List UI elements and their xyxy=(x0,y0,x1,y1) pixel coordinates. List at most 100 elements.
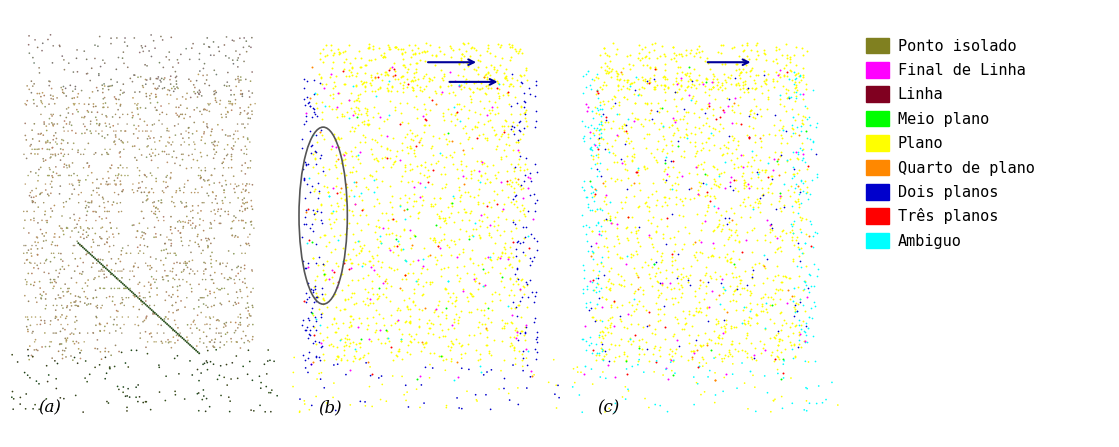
Point xyxy=(596,66,614,73)
Point xyxy=(201,219,219,226)
Point xyxy=(658,202,676,209)
Point xyxy=(22,78,40,85)
Point xyxy=(618,129,636,136)
Point xyxy=(660,194,678,201)
Point xyxy=(640,308,658,315)
Point xyxy=(404,298,422,305)
Point xyxy=(37,302,55,309)
Point xyxy=(199,100,217,107)
Point xyxy=(25,264,43,271)
Point xyxy=(735,80,753,88)
Point xyxy=(151,59,169,66)
Point xyxy=(782,342,800,349)
Point xyxy=(600,97,618,104)
Point xyxy=(501,177,519,184)
Point xyxy=(696,388,714,396)
Point xyxy=(388,318,406,325)
Point xyxy=(667,116,685,123)
Point xyxy=(393,147,411,154)
Point xyxy=(380,231,398,238)
Point xyxy=(478,326,496,333)
Point xyxy=(141,330,159,337)
Point xyxy=(314,336,332,343)
Point xyxy=(37,181,55,188)
Point xyxy=(69,177,87,184)
Point xyxy=(668,272,686,279)
Point xyxy=(587,86,605,93)
Point xyxy=(640,404,658,411)
Point xyxy=(723,72,741,79)
Point xyxy=(706,339,724,346)
Point xyxy=(742,308,760,315)
Point xyxy=(92,63,110,70)
Point xyxy=(208,200,226,207)
Point xyxy=(471,58,489,65)
Point xyxy=(709,171,727,178)
Point xyxy=(509,384,527,392)
Point xyxy=(312,151,330,158)
Point xyxy=(157,254,175,261)
Point xyxy=(472,369,490,376)
Point xyxy=(451,194,469,201)
Point xyxy=(363,150,380,157)
Point xyxy=(115,302,133,309)
Point xyxy=(790,72,808,80)
Point xyxy=(224,146,242,153)
Point xyxy=(506,188,524,195)
Point xyxy=(18,249,36,257)
Point xyxy=(778,51,796,59)
Point xyxy=(609,71,627,78)
Point xyxy=(492,249,510,256)
Point xyxy=(226,329,244,336)
Point xyxy=(688,76,706,83)
Point xyxy=(237,48,255,55)
Point xyxy=(551,394,568,401)
Point xyxy=(589,106,606,113)
Point xyxy=(376,118,394,125)
Point xyxy=(189,267,207,274)
Point xyxy=(772,247,790,254)
Point xyxy=(374,224,392,231)
Point xyxy=(478,202,496,210)
Point xyxy=(513,181,530,189)
Point xyxy=(109,200,126,207)
Point xyxy=(229,73,247,80)
Point xyxy=(793,116,811,123)
Point xyxy=(44,279,62,286)
Point xyxy=(591,333,609,341)
Point xyxy=(473,160,491,167)
Point xyxy=(621,81,639,88)
Point xyxy=(354,205,372,212)
Point xyxy=(402,305,420,312)
Point xyxy=(771,73,789,80)
Point xyxy=(583,366,601,373)
Point xyxy=(44,93,62,100)
Point xyxy=(44,238,62,245)
Point xyxy=(737,86,755,93)
Point xyxy=(192,370,210,377)
Point xyxy=(439,278,457,285)
Point xyxy=(586,160,604,168)
Point xyxy=(527,107,545,114)
Point xyxy=(432,170,450,177)
Point xyxy=(689,308,707,316)
Point xyxy=(350,356,368,363)
Point xyxy=(714,106,732,113)
Point xyxy=(452,160,470,167)
Point xyxy=(412,135,430,142)
Point xyxy=(363,76,380,84)
Point xyxy=(218,338,236,346)
Point xyxy=(407,93,425,100)
Point xyxy=(523,177,540,184)
Point xyxy=(352,110,370,117)
Point xyxy=(426,100,444,107)
Point xyxy=(63,190,81,198)
Point xyxy=(191,67,209,75)
Point xyxy=(627,100,645,107)
Point xyxy=(335,113,352,120)
Point xyxy=(781,229,799,236)
Point xyxy=(515,166,533,173)
Point xyxy=(709,320,727,327)
Point xyxy=(223,224,241,232)
Point xyxy=(673,352,690,359)
